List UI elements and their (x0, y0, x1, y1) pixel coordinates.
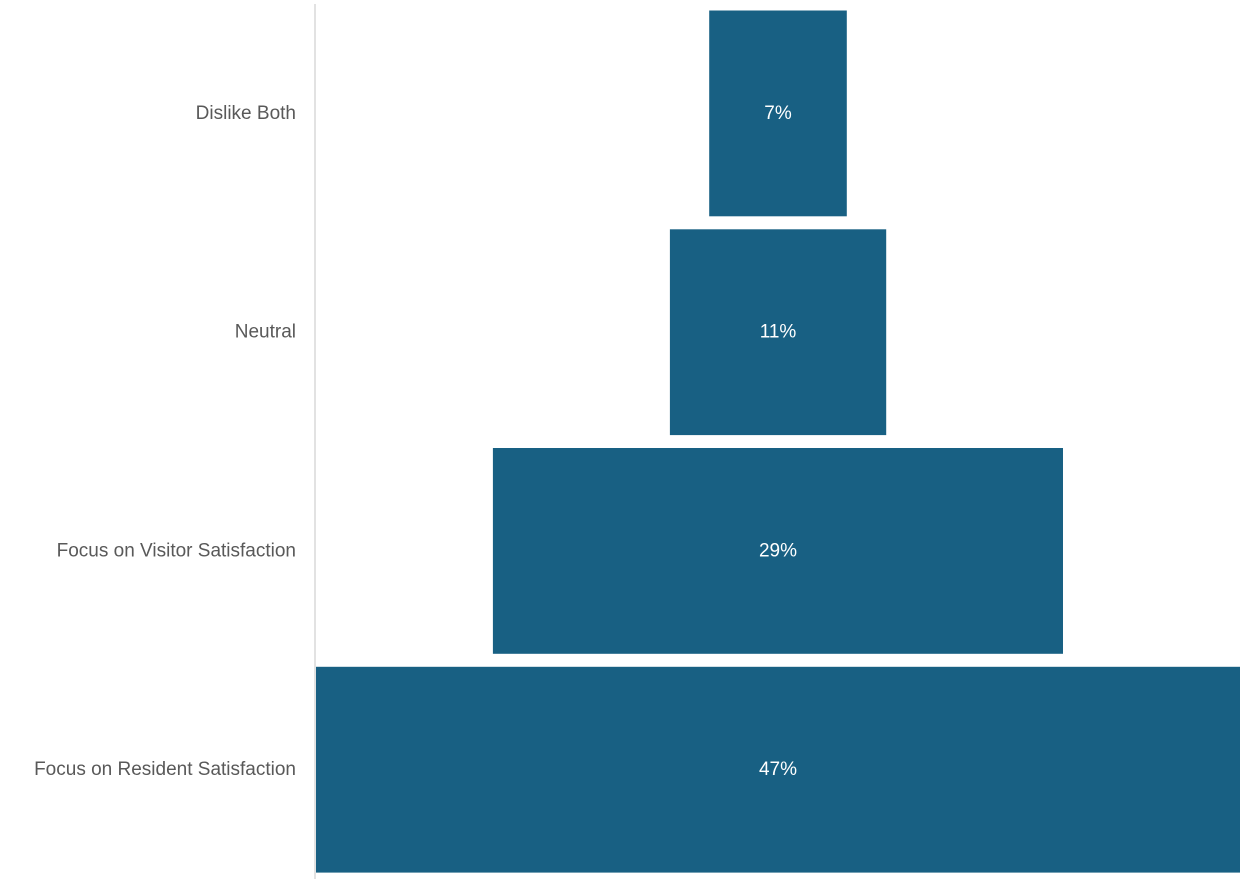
data-label-neutral: 11% (760, 322, 797, 343)
data-label-focus-on-visitor-satisfaction: 29% (759, 540, 797, 561)
bars-group (316, 10, 1240, 873)
data-labels-group: 7% 11% 29% 47% (759, 103, 797, 780)
category-labels-group: Dislike Both Neutral Focus on Visitor Sati… (34, 103, 296, 780)
funnel-bar-focus-on-visitor-satisfaction (492, 448, 1063, 654)
funnel-bar-dislike-both (709, 10, 847, 217)
funnel-bar-neutral (669, 229, 887, 436)
category-label-neutral: Neutral (235, 322, 296, 343)
funnel-bar-focus-on-resident-satisfaction (316, 666, 1240, 873)
data-label-focus-on-resident-satisfaction: 47% (759, 759, 797, 780)
category-label-focus-on-resident-satisfaction: Focus on Resident Satisfaction (34, 759, 296, 780)
data-label-dislike-both: 7% (764, 103, 792, 124)
category-label-dislike-both: Dislike Both (196, 103, 296, 124)
category-label-focus-on-visitor-satisfaction: Focus on Visitor Satisfaction (57, 540, 296, 561)
